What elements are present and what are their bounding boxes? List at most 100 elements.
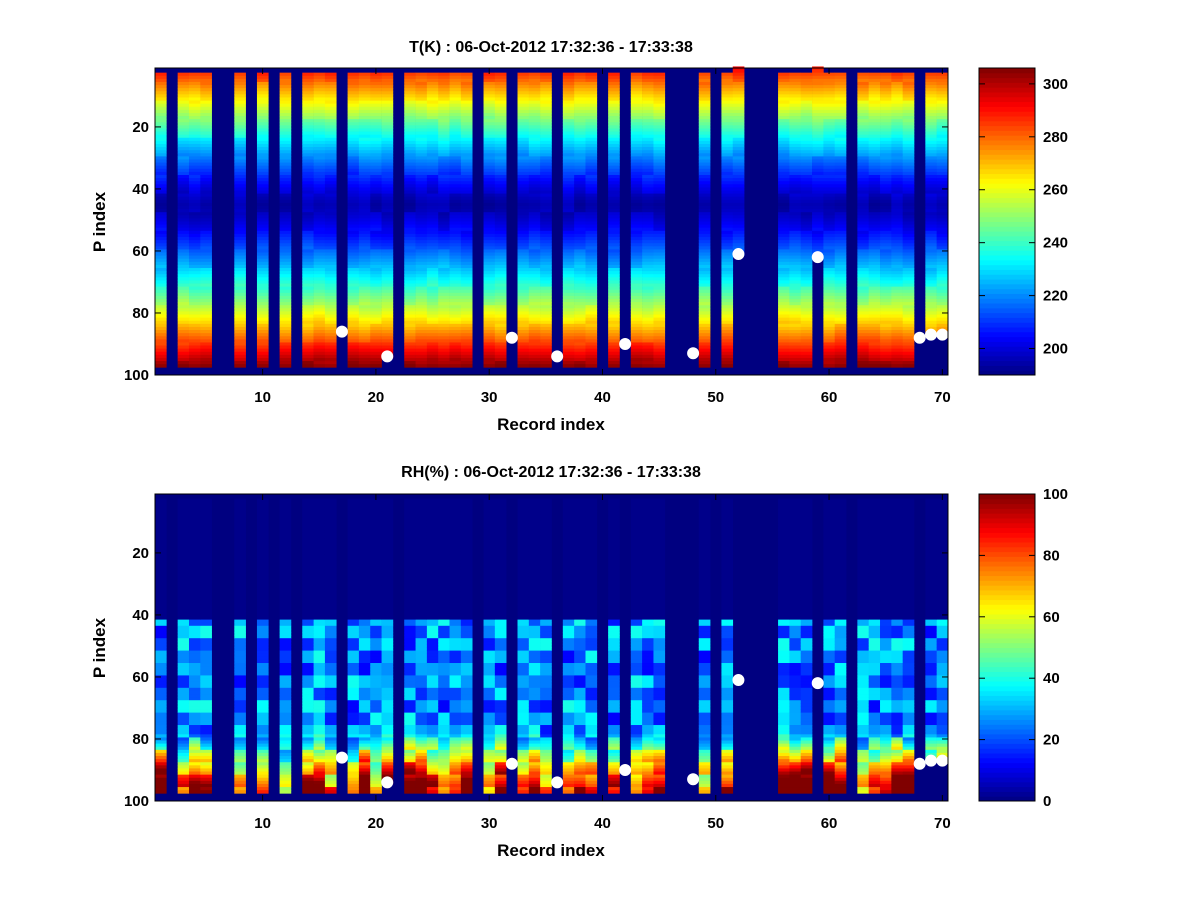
heatmap-cell (155, 762, 167, 766)
heatmap-cell (902, 196, 915, 201)
heatmap-cell (381, 342, 394, 346)
heatmap-cell (415, 140, 428, 145)
heatmap-cell (721, 131, 734, 136)
heatmap-cell (653, 199, 666, 204)
heatmap-cell (778, 125, 790, 129)
heatmap-cell (188, 128, 201, 132)
heatmap-cell (188, 585, 201, 589)
heatmap-cell (925, 137, 937, 142)
heatmap-cell (653, 162, 666, 167)
heatmap-cell (177, 156, 190, 160)
heatmap-cell (381, 109, 394, 114)
heatmap-cell (608, 277, 620, 281)
heatmap-cell (891, 243, 903, 247)
heatmap-cell (585, 100, 598, 105)
heatmap-cell (574, 295, 586, 300)
heatmap-cell (778, 212, 790, 216)
heatmap-cell (789, 286, 802, 291)
heatmap-cell (324, 249, 337, 253)
heatmap-cell (370, 261, 382, 266)
heatmap-cell (630, 261, 643, 266)
heatmap-cell (540, 311, 552, 315)
heatmap-cell (188, 625, 201, 630)
heatmap-cell (902, 218, 915, 222)
heatmap-cell (188, 780, 201, 785)
heatmap-cell (925, 168, 937, 173)
heatmap-cell (857, 215, 869, 219)
heatmap-cell (834, 274, 847, 278)
heatmap-cell (177, 190, 190, 194)
heatmap-cell (415, 112, 428, 117)
heatmap-cell (381, 274, 394, 278)
heatmap-cell (460, 364, 473, 368)
heatmap-cell (200, 616, 212, 620)
heatmap-cell (812, 227, 824, 232)
heatmap-cell (381, 221, 394, 225)
heatmap-cell (721, 193, 734, 198)
heatmap-cell (868, 97, 881, 101)
heatmap-cell (494, 159, 507, 163)
heatmap-cell (608, 289, 620, 294)
heatmap-cell (404, 94, 416, 98)
heatmap-cell (540, 354, 552, 359)
heatmap-cell (834, 205, 847, 210)
heatmap-cell (880, 75, 892, 80)
heatmap-cell (438, 165, 450, 170)
heatmap-cell (302, 345, 314, 350)
heatmap-cell (698, 280, 711, 284)
heatmap-cell (778, 116, 790, 120)
heatmap-cell (404, 323, 416, 328)
heatmap-cell (891, 342, 903, 346)
heatmap-cell (494, 295, 507, 300)
heatmap-cell (358, 147, 371, 151)
heatmap-cell (562, 100, 575, 105)
heatmap-cell (279, 330, 292, 334)
heatmap-cell (415, 218, 428, 222)
heatmap-cell (868, 174, 881, 179)
heatmap-cell (608, 314, 620, 319)
heatmap-cell (404, 116, 416, 120)
heatmap-cell (902, 202, 915, 207)
heatmap-cell (800, 342, 813, 346)
heatmap-cell (358, 317, 371, 322)
heatmap-cell (404, 227, 416, 232)
heatmap-cell (778, 103, 790, 108)
heatmap-cell (857, 299, 869, 303)
heatmap-cell (857, 320, 869, 325)
heatmap-cell (653, 292, 666, 297)
heatmap-cell (642, 196, 654, 201)
heatmap-cell (925, 147, 937, 151)
heatmap-cell (800, 255, 813, 260)
heatmap-cell (585, 333, 598, 337)
heatmap-cell (177, 619, 190, 624)
heatmap-cell (778, 181, 790, 185)
heatmap-cell (823, 85, 836, 89)
heatmap-cell (653, 311, 666, 315)
heatmap-cell (585, 274, 598, 278)
heatmap-cell (426, 227, 439, 232)
heatmap-cell (415, 271, 428, 275)
heatmap-cell (540, 237, 552, 241)
heatmap-cell (155, 112, 167, 117)
heatmap-cell (324, 258, 337, 263)
heatmap-cell (370, 137, 382, 142)
heatmap-cell (449, 174, 462, 179)
heatmap-cell (358, 246, 371, 250)
heatmap-cell (234, 131, 246, 136)
heatmap-cell (642, 361, 654, 365)
heatmap-cell (200, 112, 212, 117)
heatmap-cell (732, 178, 745, 182)
heatmap-cell (732, 190, 745, 194)
heatmap-cell (177, 560, 190, 565)
heatmap-cell (936, 109, 949, 114)
heatmap-cell (460, 345, 473, 350)
heatmap-cell (324, 326, 337, 331)
heatmap-cell (630, 103, 643, 108)
heatmap-cell (155, 271, 167, 275)
heatmap-cell (698, 190, 711, 194)
heatmap-cell (358, 109, 371, 114)
heatmap-cell (574, 147, 586, 151)
heatmap-cell (370, 258, 382, 263)
heatmap-cell (256, 221, 269, 225)
heatmap-cell (562, 109, 575, 114)
